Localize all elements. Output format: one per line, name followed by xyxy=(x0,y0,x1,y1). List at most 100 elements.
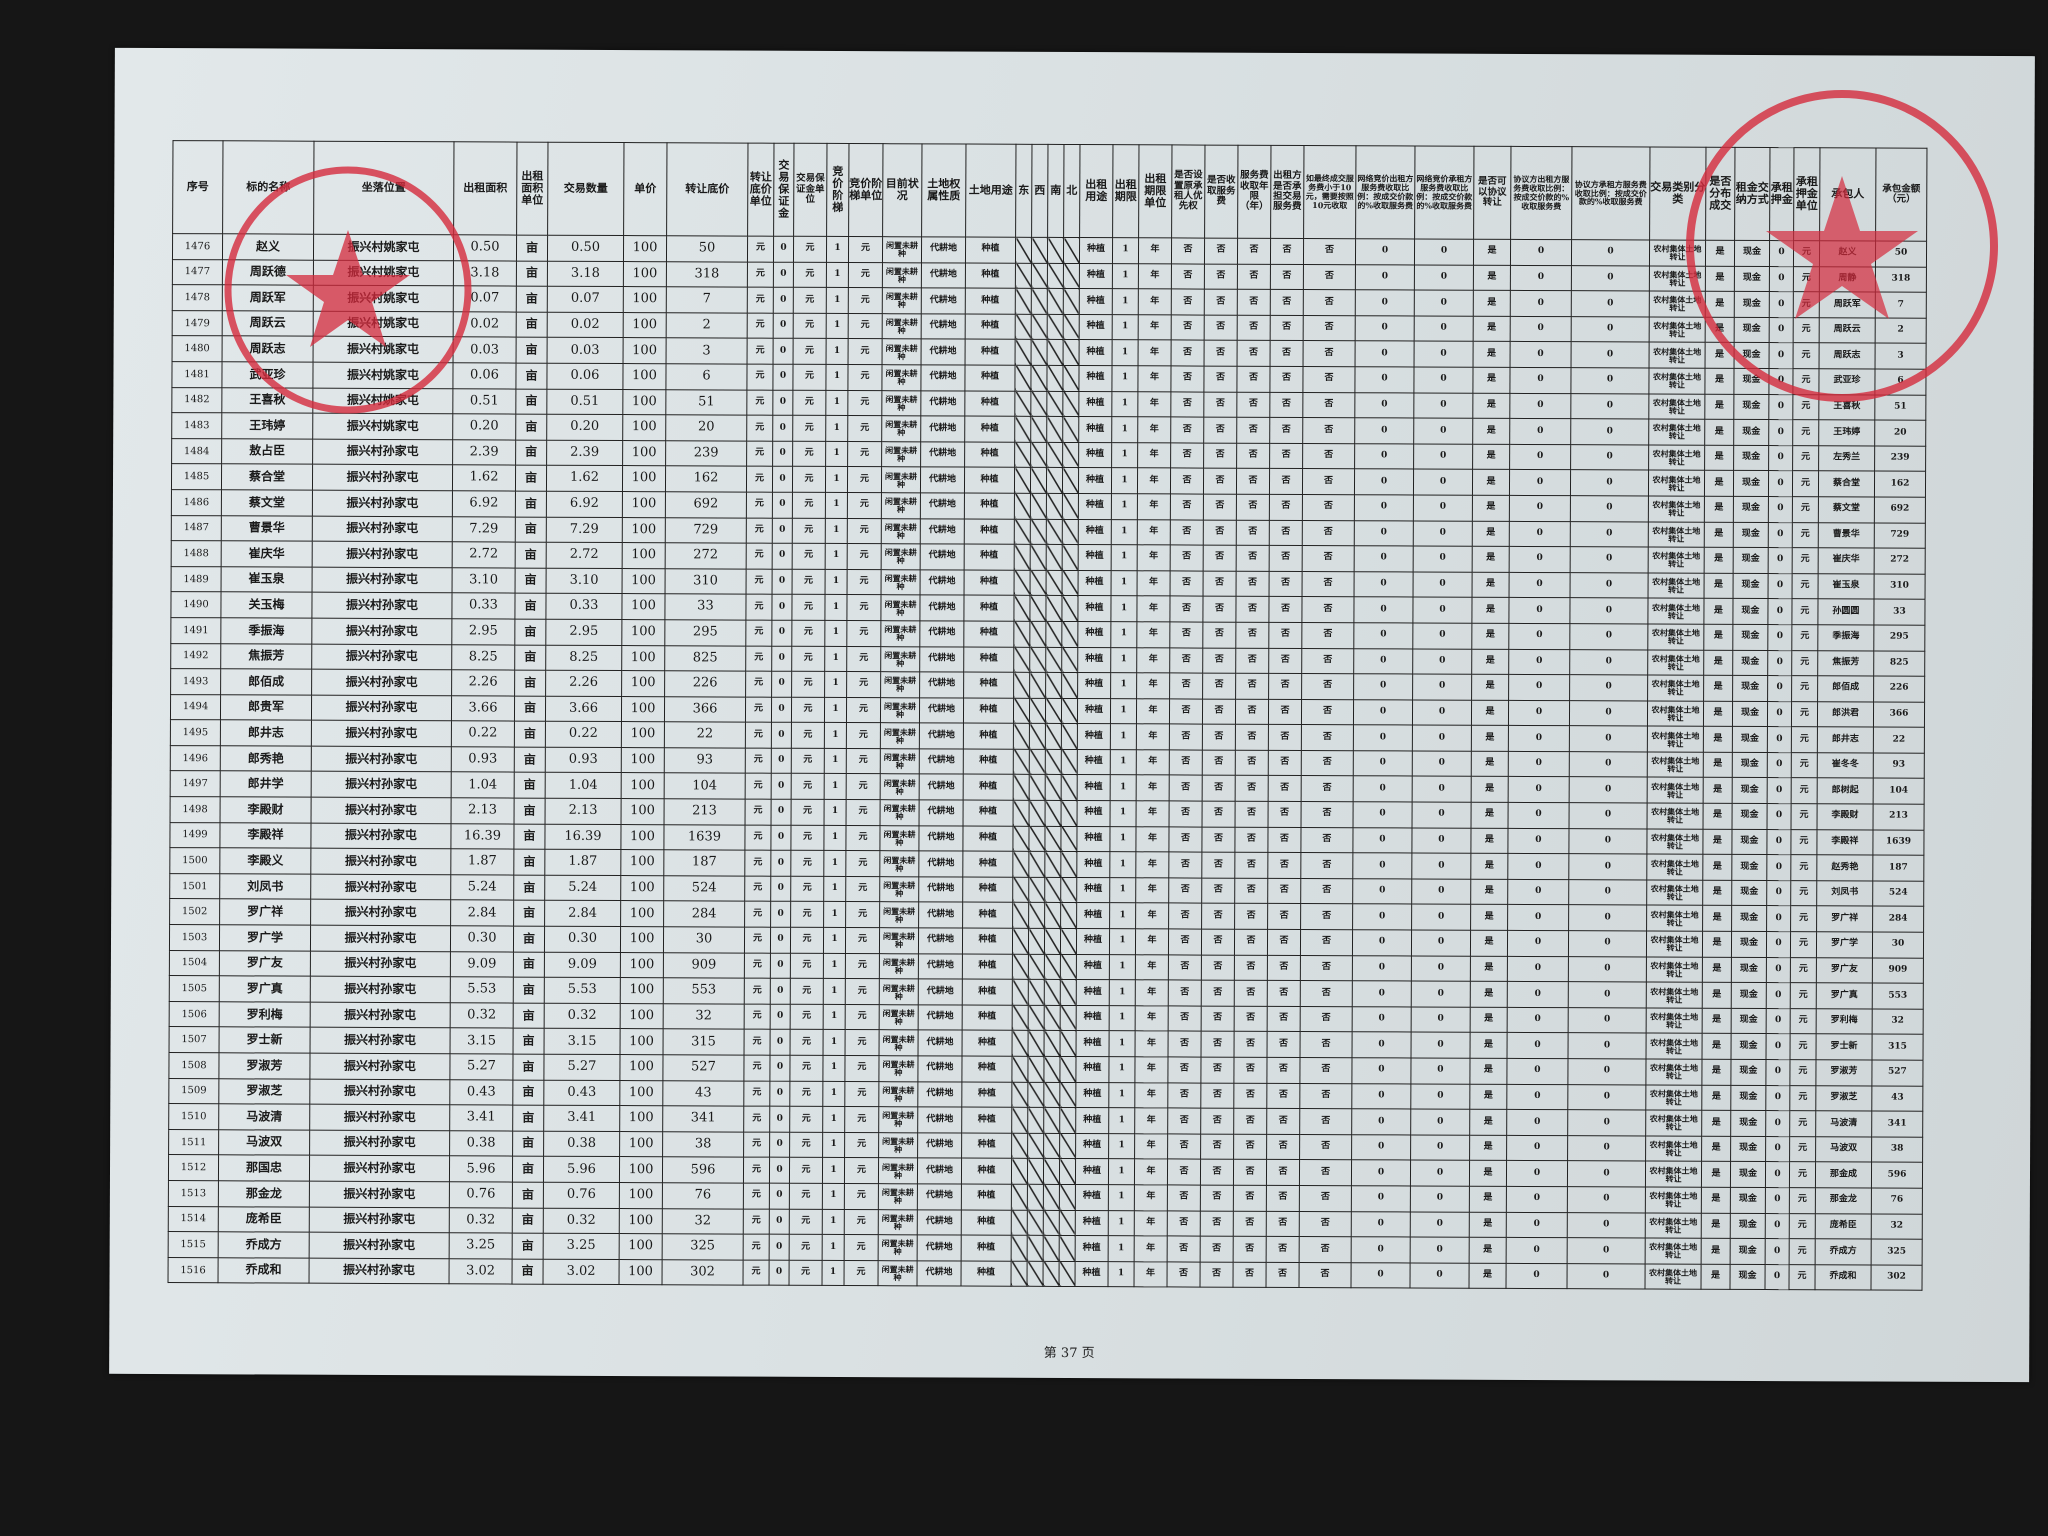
unit-price-cell: 100 xyxy=(620,1028,664,1055)
rent-deposit-cell: 0 xyxy=(1767,701,1792,727)
min-fee-cell: 否 xyxy=(1301,596,1355,623)
negotiable-cell: 是 xyxy=(1472,469,1510,496)
rent-use-cell: 种植 xyxy=(1078,544,1112,571)
priority-right-cell: 否 xyxy=(1168,954,1202,981)
payment-method-cell: 现金 xyxy=(1731,1008,1767,1034)
min-fee-cell: 否 xyxy=(1299,1159,1352,1186)
north-boundary-cell xyxy=(1059,1184,1076,1211)
north-boundary-cell xyxy=(1059,1082,1076,1108)
net-lessee-ratio-cell: 0 xyxy=(1410,1262,1470,1289)
net-lessor-ratio-cell: 0 xyxy=(1353,699,1413,726)
contractor-cell: 周跃云 xyxy=(1819,317,1876,344)
south-boundary-cell xyxy=(1045,698,1062,724)
net-lessee-ratio-cell: 0 xyxy=(1410,1160,1470,1187)
rent-deposit-unit-cell: 元 xyxy=(1793,317,1820,344)
bid-step-cell: 1 xyxy=(825,543,848,570)
column-header: 转让底价单位 xyxy=(747,143,774,237)
contractor-cell: 郎树起 xyxy=(1817,778,1874,805)
land-use-cell: 种植 xyxy=(961,1056,1013,1082)
trade-category-cell: 农村集体土地转让 xyxy=(1645,1110,1702,1137)
ownership-type-cell: 代耕地 xyxy=(917,1055,963,1082)
west-boundary-cell xyxy=(1028,979,1045,1006)
staged-deal-cell: 是 xyxy=(1701,1110,1731,1137)
priority-right-cell: 否 xyxy=(1167,1261,1201,1288)
area-unit-cell: 亩 xyxy=(512,1182,544,1208)
current-status-cell: 闲置未耕种 xyxy=(879,978,919,1005)
location-cell: 振兴村姚家屯 xyxy=(313,310,454,338)
subject-name-cell: 蔡文堂 xyxy=(221,489,313,516)
deposit-unit-cell: 元 xyxy=(790,1029,824,1056)
negotiable-cell: 是 xyxy=(1470,827,1509,854)
ownership-type-cell: 代耕地 xyxy=(918,927,963,954)
contractor-cell: 马波清 xyxy=(1815,1110,1872,1137)
trade-category-cell: 农村集体土地转让 xyxy=(1646,1007,1703,1034)
lease-area-cell: 0.22 xyxy=(451,721,515,747)
current-status-cell: 闲置未耕种 xyxy=(879,825,920,852)
fee-years-cell: 否 xyxy=(1233,1210,1267,1237)
min-fee-cell: 否 xyxy=(1300,903,1353,930)
east-boundary-cell xyxy=(1013,672,1030,699)
base-price-cell: 524 xyxy=(663,875,745,902)
land-use-cell: 种植 xyxy=(962,902,1013,929)
lessor-bears-fee-cell: 否 xyxy=(1268,724,1302,751)
row-id-cell: 1510 xyxy=(168,1103,219,1130)
lease-term-unit-cell: 年 xyxy=(1134,1107,1168,1134)
net-lessor-ratio-cell: 0 xyxy=(1353,801,1413,828)
column-header: 是否分布成交 xyxy=(1705,147,1735,241)
east-boundary-cell xyxy=(1015,314,1032,340)
negotiable-cell: 是 xyxy=(1470,1007,1508,1033)
neg-lessee-ratio-cell: 0 xyxy=(1567,1212,1646,1239)
net-lessor-ratio-cell: 0 xyxy=(1353,776,1413,803)
bid-step-cell: 1 xyxy=(823,1004,846,1030)
net-lessor-ratio-cell: 0 xyxy=(1354,366,1415,393)
south-boundary-cell xyxy=(1047,237,1064,264)
charge-fee-cell: 否 xyxy=(1202,698,1236,725)
trade-quantity-cell: 6.92 xyxy=(546,491,623,518)
contract-amount-cell: 325 xyxy=(1871,1239,1923,1265)
east-boundary-cell xyxy=(1012,902,1029,929)
subject-name-cell: 王喜秋 xyxy=(221,387,313,414)
subject-name-cell: 李殿祥 xyxy=(219,822,312,849)
south-boundary-cell xyxy=(1043,1184,1060,1211)
rent-deposit-cell: 0 xyxy=(1769,266,1794,292)
neg-lessor-ratio-cell: 0 xyxy=(1506,1160,1568,1187)
trade-quantity-cell: 3.25 xyxy=(543,1233,620,1260)
neg-lessee-ratio-cell: 0 xyxy=(1568,1033,1647,1060)
location-cell: 振兴村姚家屯 xyxy=(312,362,454,389)
east-boundary-cell xyxy=(1012,928,1029,954)
base-price-cell: 527 xyxy=(662,1054,745,1081)
rent-deposit-cell: 0 xyxy=(1768,547,1793,574)
negotiable-cell: 是 xyxy=(1473,290,1511,317)
net-lessor-ratio-cell: 0 xyxy=(1351,1108,1411,1135)
bid-step-unit-cell: 元 xyxy=(845,978,880,1005)
south-boundary-cell xyxy=(1047,262,1064,289)
column-header: 序号 xyxy=(172,140,223,234)
trade-quantity-cell: 3.15 xyxy=(544,1028,621,1055)
rent-deposit-cell: 0 xyxy=(1765,1161,1790,1188)
staged-deal-cell: 是 xyxy=(1705,265,1735,292)
priority-right-cell: 否 xyxy=(1167,1210,1201,1237)
trade-category-cell: 农村集体土地转让 xyxy=(1645,1212,1702,1239)
rent-use-cell: 种植 xyxy=(1075,1133,1109,1160)
row-id-cell: 1494 xyxy=(170,694,221,721)
bid-step-unit-cell: 元 xyxy=(846,697,881,723)
lease-term-unit-cell: 年 xyxy=(1135,1031,1169,1057)
current-status-cell: 闲置未耕种 xyxy=(881,543,921,570)
trade-category-cell: 农村集体土地转让 xyxy=(1646,1033,1703,1060)
rent-deposit-cell: 0 xyxy=(1766,829,1792,855)
rent-deposit-cell: 0 xyxy=(1768,470,1793,497)
trade-category-cell: 农村集体土地转让 xyxy=(1646,931,1703,957)
rent-use-cell: 种植 xyxy=(1077,749,1111,776)
trade-quantity-cell: 2.26 xyxy=(545,670,622,697)
contractor-cell: 左秀兰 xyxy=(1818,445,1875,472)
row-id-cell: 1501 xyxy=(169,873,220,900)
south-boundary-cell xyxy=(1043,1133,1060,1159)
south-boundary-cell xyxy=(1045,723,1062,750)
lessor-bears-fee-cell: 否 xyxy=(1267,1031,1301,1058)
min-fee-cell: 否 xyxy=(1299,1083,1352,1109)
lease-area-cell: 2.13 xyxy=(451,797,515,824)
bid-step-cell: 1 xyxy=(826,262,849,288)
lessor-bears-fee-cell: 否 xyxy=(1270,315,1304,341)
bid-step-unit-cell: 元 xyxy=(847,466,882,493)
charge-fee-cell: 否 xyxy=(1202,775,1236,802)
